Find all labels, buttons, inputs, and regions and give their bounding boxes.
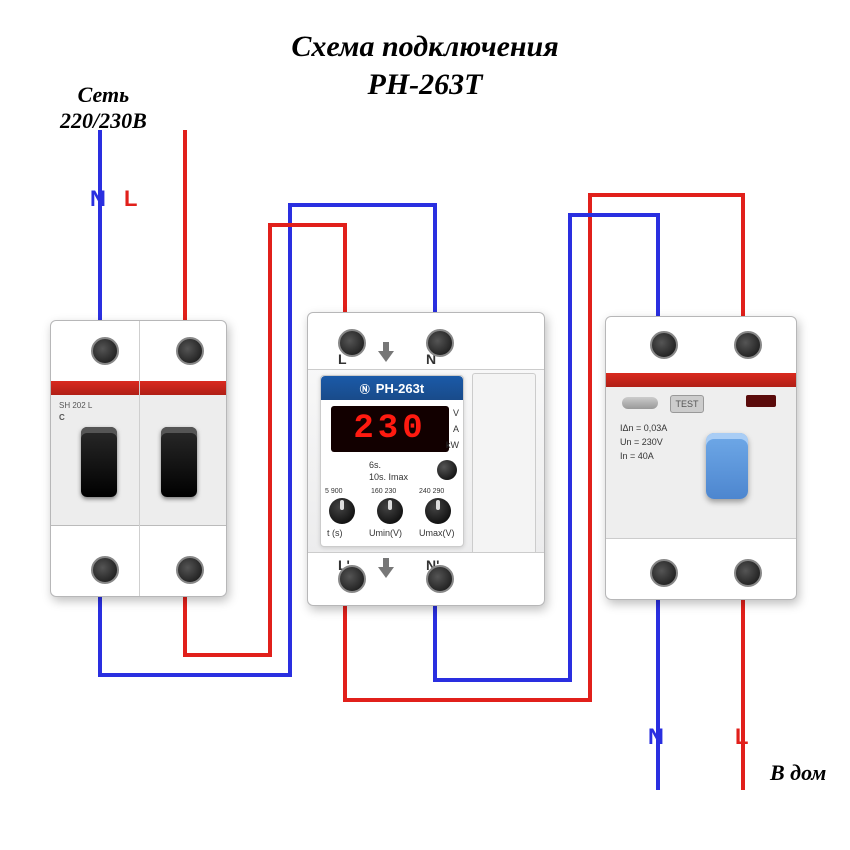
- terminal: [734, 559, 762, 587]
- terminal: [91, 556, 119, 584]
- breaker-curve: C: [59, 413, 65, 422]
- arrow-down-icon: [378, 351, 394, 362]
- mains-l-label: L: [124, 186, 137, 212]
- rcd-test-button[interactable]: TEST: [670, 395, 704, 413]
- terminal: [176, 337, 204, 365]
- circuit-breaker: SH 202 L C: [50, 320, 227, 597]
- relay-round-button[interactable]: [437, 460, 457, 480]
- title-line-1: Схема подключения: [291, 30, 558, 63]
- breaker-separator: [139, 321, 140, 596]
- rcd-spec-0: IΔn = 0,03A: [620, 423, 667, 433]
- relay-kt-0: 5 900: [325, 488, 343, 495]
- rcd-indicator-left: [622, 397, 658, 409]
- relay-knob-umin[interactable]: [377, 498, 403, 524]
- rcd-spec-1: Un = 230V: [620, 437, 663, 447]
- terminal: [426, 329, 454, 357]
- terminal: [426, 565, 454, 593]
- mains-label: Сеть 220/230В: [60, 82, 147, 134]
- relay-ind-v: V: [453, 408, 459, 418]
- breaker-toggle-left[interactable]: [81, 427, 117, 497]
- relay-side-panel: [472, 373, 536, 555]
- rcd-spec-2: In = 40A: [620, 451, 654, 461]
- title-line-2: РН-263Т: [368, 68, 483, 101]
- relay-kl-2: Umax(V): [419, 528, 455, 538]
- rcd-red-stripe: [606, 373, 796, 387]
- relay-display-value: 230: [353, 410, 426, 448]
- terminal: [650, 559, 678, 587]
- voltage-relay: L N Ⓝ PH-263t 230 V A kW 6s. 10s. Imax t…: [307, 312, 545, 606]
- relay-kt-1: 160 230: [371, 488, 396, 495]
- relay-model: PH-263t: [376, 381, 424, 396]
- relay-model-strip: Ⓝ PH-263t: [321, 376, 463, 400]
- terminal: [734, 331, 762, 359]
- rcd-bottom: [606, 538, 796, 599]
- rcd-face: TEST IΔn = 0,03A Un = 230V In = 40A: [606, 387, 796, 537]
- relay-timing-2: 10s. Imax: [369, 472, 408, 482]
- relay-ind-a: A: [453, 424, 459, 434]
- mains-n-label: N: [90, 186, 106, 212]
- terminal: [176, 556, 204, 584]
- relay-timing-1: 6s.: [369, 460, 381, 470]
- rcd-top: [606, 317, 796, 374]
- arrow-down-icon: [378, 567, 394, 578]
- terminal: [338, 565, 366, 593]
- out-l-label: L: [735, 724, 748, 750]
- rcd-toggle[interactable]: [706, 433, 748, 499]
- terminal: [91, 337, 119, 365]
- breaker-model: SH 202 L: [59, 401, 92, 410]
- relay-ind-kw: kW: [446, 440, 459, 450]
- rcd-device: TEST IΔn = 0,03A Un = 230V In = 40A: [605, 316, 797, 600]
- relay-kl-1: Umin(V): [369, 528, 402, 538]
- out-n-label: N: [648, 724, 664, 750]
- terminal: [650, 331, 678, 359]
- relay-kl-0: t (s): [327, 528, 343, 538]
- relay-face: Ⓝ PH-263t 230 V A kW 6s. 10s. Imax t (s)…: [320, 375, 464, 547]
- relay-knob-t[interactable]: [329, 498, 355, 524]
- breaker-toggle-right[interactable]: [161, 427, 197, 497]
- rcd-indicator-right: [746, 395, 776, 407]
- relay-display: 230: [331, 406, 449, 452]
- relay-knob-umax[interactable]: [425, 498, 451, 524]
- relay-kt-2: 240 290: [419, 488, 444, 495]
- terminal: [338, 329, 366, 357]
- to-house-label: В дом: [770, 760, 826, 786]
